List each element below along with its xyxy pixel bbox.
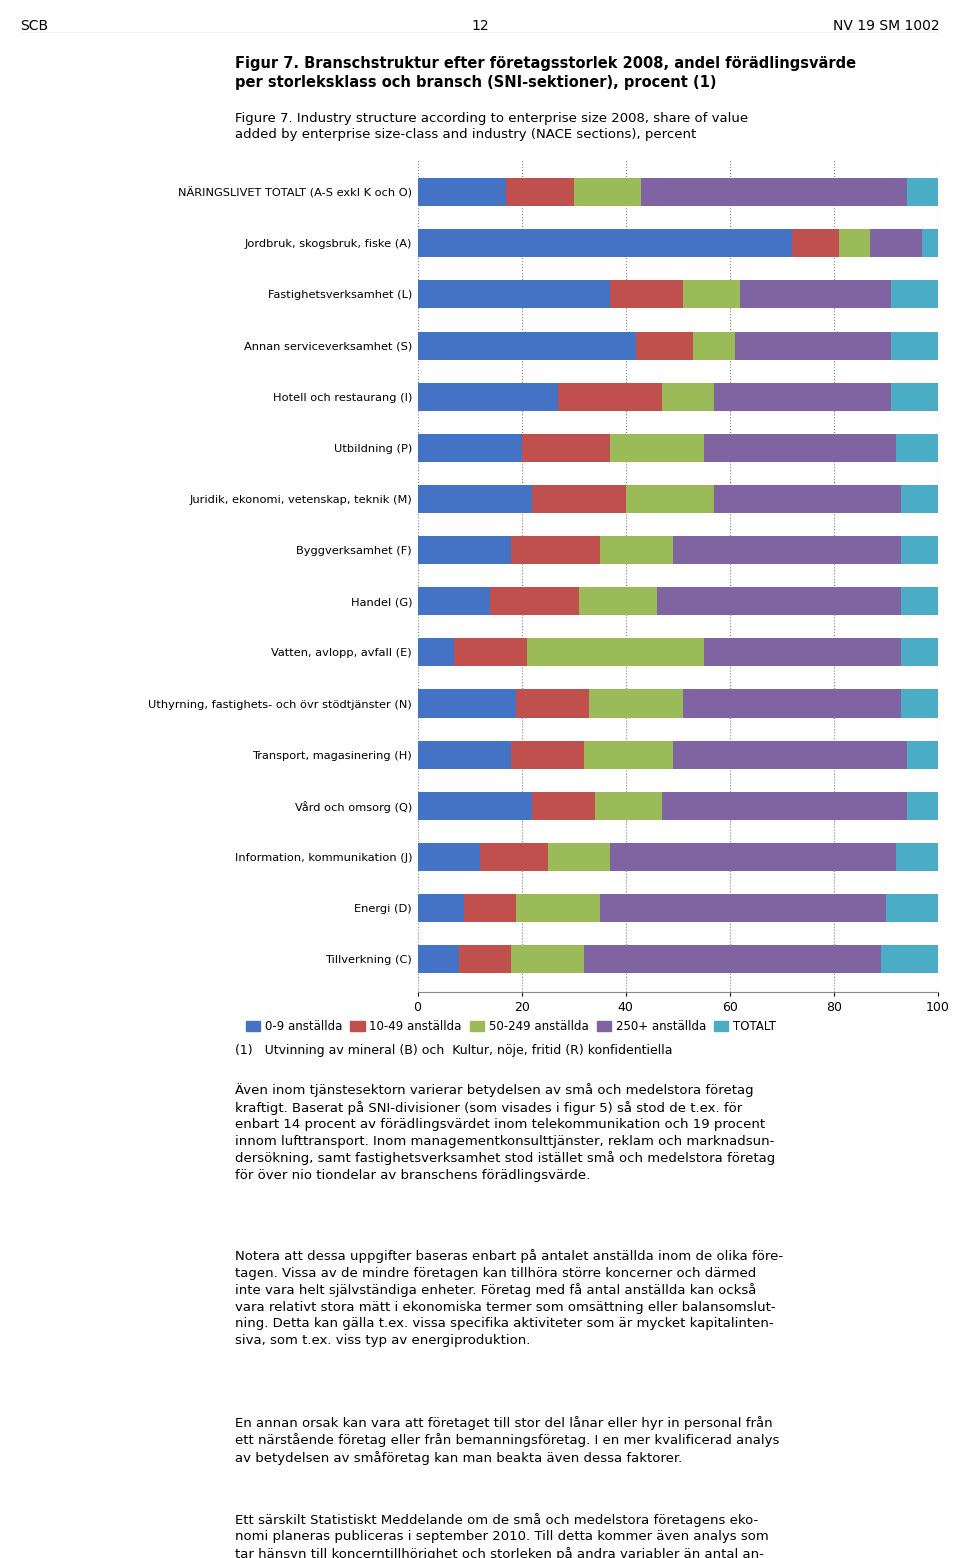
Bar <box>594 791 662 820</box>
Bar <box>589 690 683 718</box>
Bar <box>901 587 938 615</box>
Bar <box>880 946 938 974</box>
Bar <box>516 690 589 718</box>
Bar <box>704 639 901 667</box>
Bar <box>506 178 574 206</box>
Bar <box>512 740 584 768</box>
Bar <box>418 280 611 308</box>
Bar <box>839 229 871 257</box>
Text: Notera att dessa uppgifter baseras enbart på antalet anställda inom de olika för: Notera att dessa uppgifter baseras enbar… <box>235 1250 783 1348</box>
Bar <box>901 639 938 667</box>
Bar <box>418 587 491 615</box>
Bar <box>418 178 506 206</box>
Bar <box>636 332 693 360</box>
Bar <box>521 433 611 461</box>
Bar <box>418 433 521 461</box>
Bar <box>418 639 454 667</box>
Bar <box>901 485 938 513</box>
Text: Figure 7. Industry structure according to enterprise size 2008, share of value
a: Figure 7. Industry structure according t… <box>235 112 749 142</box>
Bar <box>480 843 547 871</box>
Bar <box>714 485 901 513</box>
Bar <box>558 383 662 411</box>
Bar <box>574 178 641 206</box>
Bar <box>418 791 532 820</box>
Legend: 0-9 anställda, 10-49 anställda, 50-249 anställda, 250+ anställda, TOTALT: 0-9 anställda, 10-49 anställda, 50-249 a… <box>241 1016 780 1038</box>
Bar <box>418 740 512 768</box>
Bar <box>673 536 901 564</box>
Bar <box>527 639 704 667</box>
Text: Även inom tjänstesektorn varierar betydelsen av små och medelstora företag
kraft: Även inom tjänstesektorn varierar betyde… <box>235 1083 776 1183</box>
Bar <box>891 383 938 411</box>
Bar <box>871 229 923 257</box>
Bar <box>657 587 901 615</box>
Text: Figur 7. Branschstruktur efter företagsstorlek 2008, andel förädlingsvärde
per s: Figur 7. Branschstruktur efter företagss… <box>235 56 856 90</box>
Bar <box>740 280 891 308</box>
Text: NV 19 SM 1002: NV 19 SM 1002 <box>833 20 940 33</box>
Bar <box>465 894 516 922</box>
Bar <box>641 178 906 206</box>
Bar <box>906 740 938 768</box>
Bar <box>418 383 558 411</box>
Bar <box>891 280 938 308</box>
Text: (1)   Utvinning av mineral (B) och  Kultur, nöje, fritid (R) konfidentiella: (1) Utvinning av mineral (B) och Kultur,… <box>235 1044 673 1056</box>
Bar <box>693 332 735 360</box>
Text: 12: 12 <box>471 20 489 33</box>
Bar <box>516 894 600 922</box>
Bar <box>897 433 938 461</box>
Bar <box>600 894 886 922</box>
Bar <box>418 229 792 257</box>
Bar <box>547 843 611 871</box>
Bar <box>901 690 938 718</box>
Bar <box>418 485 532 513</box>
Bar <box>906 791 938 820</box>
Bar <box>579 587 657 615</box>
Bar <box>418 690 516 718</box>
Bar <box>704 433 897 461</box>
Bar <box>418 332 636 360</box>
Bar <box>611 843 897 871</box>
Bar <box>600 536 673 564</box>
Bar <box>662 791 906 820</box>
Bar <box>673 740 906 768</box>
Bar <box>897 843 938 871</box>
Bar <box>611 433 704 461</box>
Bar <box>906 178 938 206</box>
Bar <box>886 894 938 922</box>
Bar <box>532 791 594 820</box>
Text: Ett särskilt Statistiskt Meddelande om de små och medelstora företagens eko-
nom: Ett särskilt Statistiskt Meddelande om d… <box>235 1513 769 1558</box>
Bar <box>512 946 584 974</box>
Bar <box>459 946 512 974</box>
Bar <box>683 280 740 308</box>
Bar <box>532 485 626 513</box>
Bar <box>901 536 938 564</box>
Bar <box>418 894 465 922</box>
Text: SCB: SCB <box>20 20 48 33</box>
Bar <box>584 740 673 768</box>
Bar <box>584 946 880 974</box>
Bar <box>683 690 901 718</box>
Bar <box>418 843 480 871</box>
Bar <box>923 229 938 257</box>
Text: En annan orsak kan vara att företaget till stor del lånar eller hyr in personal : En annan orsak kan vara att företaget ti… <box>235 1416 780 1465</box>
Bar <box>611 280 683 308</box>
Bar <box>792 229 839 257</box>
Bar <box>454 639 527 667</box>
Bar <box>735 332 891 360</box>
Bar <box>512 536 600 564</box>
Bar <box>418 536 512 564</box>
Bar <box>626 485 714 513</box>
Bar <box>891 332 938 360</box>
Bar <box>418 946 459 974</box>
Bar <box>662 383 714 411</box>
Bar <box>714 383 891 411</box>
Bar <box>491 587 579 615</box>
